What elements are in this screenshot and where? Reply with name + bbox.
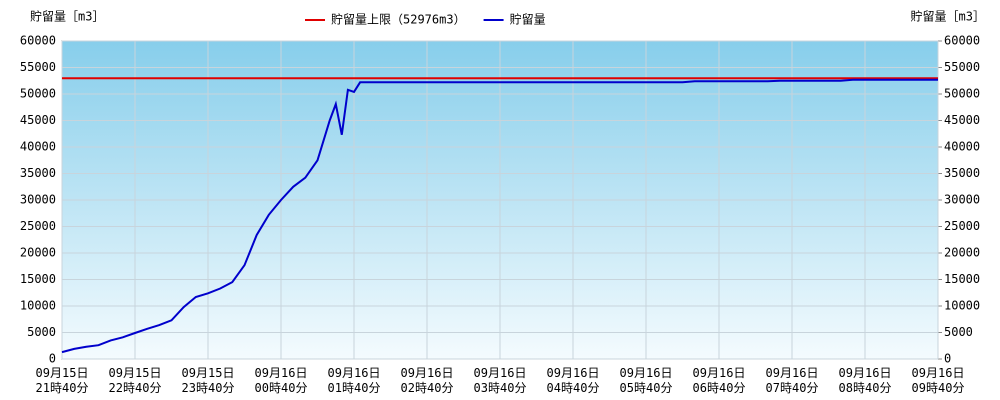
x-tick-label: 09月16日 05時40分 <box>620 366 673 395</box>
y2-tick-label: 40000 <box>944 140 980 154</box>
y2-tick-label: 5000 <box>944 325 973 339</box>
y2-tick-label: 25000 <box>944 219 980 233</box>
y-tick-label: 60000 <box>20 34 56 48</box>
x-tick-label: 09月16日 00時40分 <box>255 366 308 395</box>
x-tick-label: 09月16日 02時40分 <box>401 366 454 395</box>
x-tick-label: 09月15日 22時40分 <box>109 366 162 395</box>
y-tick-label: 15000 <box>20 272 56 286</box>
y2-tick-label: 35000 <box>944 166 980 180</box>
y-axis-label: 貯留量［m3］ <box>30 10 104 24</box>
x-tick-label: 09月16日 04時40分 <box>547 366 600 395</box>
x-tick-label: 09月16日 03時40分 <box>474 366 527 395</box>
x-tick-label: 09月16日 07時40分 <box>766 366 819 395</box>
y2-tick-label: 15000 <box>944 272 980 286</box>
y2-axis-label: 貯留量［m3］ <box>911 10 985 24</box>
x-tick-label: 09月15日 23時40分 <box>182 366 235 395</box>
y-tick-label: 40000 <box>20 140 56 154</box>
x-tick-label: 09月15日 21時40分 <box>36 366 89 395</box>
y-tick-label: 0 <box>49 352 56 366</box>
y2-tick-label: 50000 <box>944 87 980 101</box>
data-line <box>61 78 938 354</box>
y2-tick-label: 0 <box>944 352 951 366</box>
y2-tick-label: 45000 <box>944 113 980 127</box>
y-tick-label: 20000 <box>20 246 56 260</box>
y-tick-label: 25000 <box>20 219 56 233</box>
y2-tick-label: 55000 <box>944 60 980 74</box>
y-tick-label: 30000 <box>20 193 56 207</box>
legend-label: 貯留量 <box>510 13 546 27</box>
y2-tick-label: 30000 <box>944 193 980 207</box>
y2-tick-label: 20000 <box>944 246 980 260</box>
x-tick-label: 09月16日 09時40分 <box>912 366 965 395</box>
y-tick-label: 35000 <box>20 166 56 180</box>
x-tick-label: 09月16日 06時40分 <box>693 366 746 395</box>
y2-tick-label: 60000 <box>944 34 980 48</box>
y-tick-label: 55000 <box>20 60 56 74</box>
x-tick-label: 09月16日 08時40分 <box>839 366 892 395</box>
y-tick-label: 5000 <box>27 325 56 339</box>
y-tick-label: 10000 <box>20 299 56 313</box>
y-tick-label: 45000 <box>20 113 56 127</box>
x-tick-label: 09月16日 01時40分 <box>328 366 381 395</box>
y-tick-label: 50000 <box>20 87 56 101</box>
legend-label: 貯留量上限（52976m3） <box>331 13 466 27</box>
y2-tick-label: 10000 <box>944 299 980 313</box>
